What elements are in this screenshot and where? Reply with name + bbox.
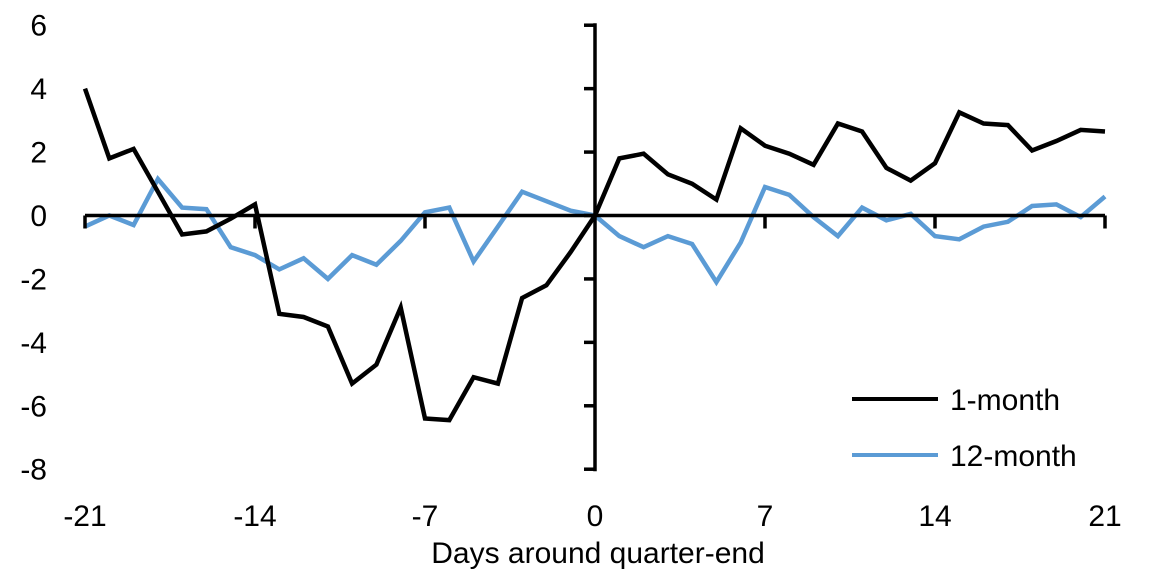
- y-tick-label: 6: [30, 10, 47, 43]
- y-tick-label: 4: [30, 73, 47, 106]
- x-tick-label: 7: [757, 500, 774, 533]
- legend-label-12-month: 12-month: [950, 440, 1077, 473]
- y-axis-ticks: [584, 23, 595, 471]
- y-tick-label: -6: [20, 390, 47, 423]
- legend: 1-month 12-month: [852, 384, 1077, 473]
- y-axis-tick-labels: 6 4 2 0 -2 -4 -6 -8: [20, 10, 47, 487]
- x-tick-label: -7: [412, 500, 439, 533]
- y-tick-label: 0: [30, 200, 47, 233]
- x-tick-label: -14: [233, 500, 276, 533]
- y-tick-label: -4: [20, 327, 47, 360]
- y-tick-label: -8: [20, 454, 47, 487]
- y-tick-label: -2: [20, 263, 47, 296]
- x-tick-label: 21: [1088, 500, 1121, 533]
- x-tick-label: 0: [587, 500, 604, 533]
- x-tick-label: 14: [918, 500, 951, 533]
- x-axis-ticks: [83, 215, 1107, 229]
- x-axis-tick-labels: -21 -14 -7 0 7 14 21: [63, 500, 1121, 533]
- x-axis-title: Days around quarter-end: [431, 537, 765, 570]
- legend-label-1-month: 1-month: [950, 384, 1060, 417]
- x-tick-label: -21: [63, 500, 106, 533]
- y-tick-label: 2: [30, 137, 47, 170]
